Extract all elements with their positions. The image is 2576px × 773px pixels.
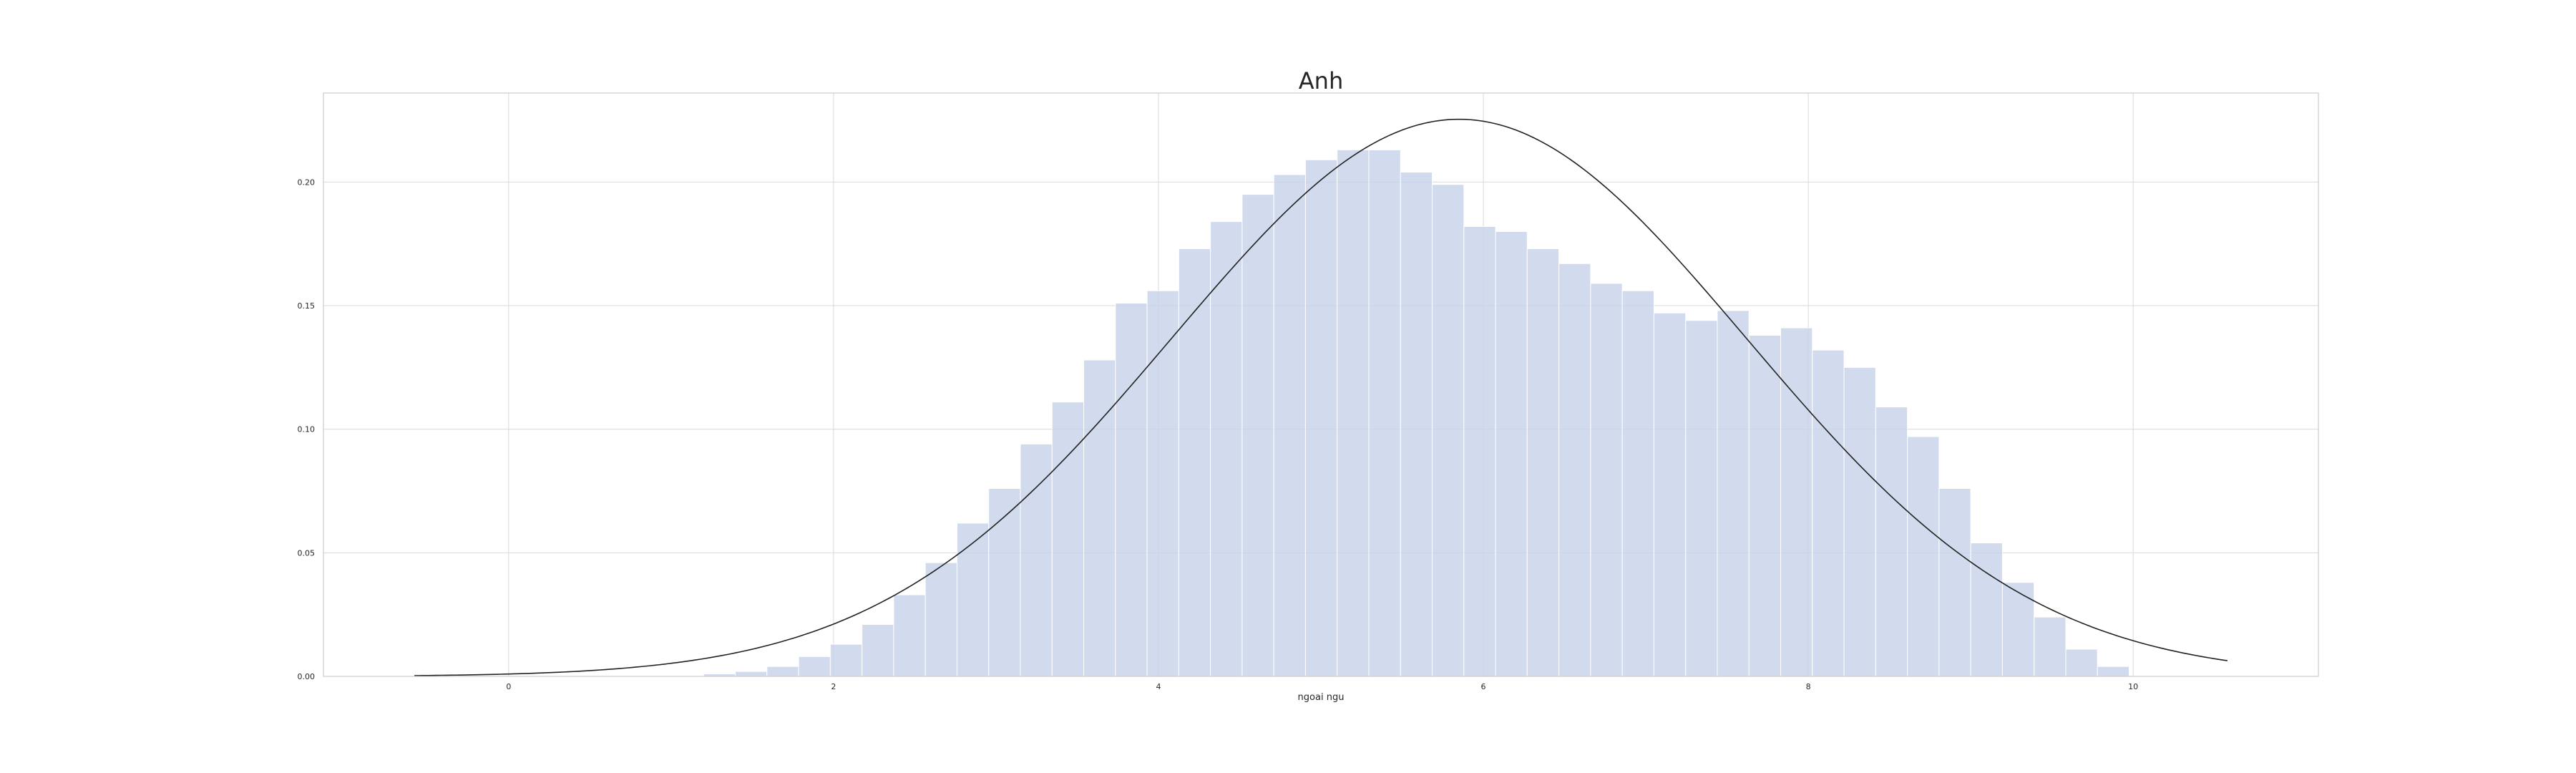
histogram-bar <box>1970 543 2003 677</box>
x-tick-labels: 0 2 4 6 8 10 <box>506 682 2138 691</box>
histogram-bar <box>1590 283 1623 677</box>
histogram-bar <box>1051 402 1085 677</box>
histogram-bar <box>1273 174 1306 677</box>
histogram-bar <box>1337 149 1370 677</box>
histogram-bar <box>1526 248 1560 677</box>
histogram-bar <box>1621 290 1654 677</box>
histogram-bar <box>1653 312 1687 677</box>
histogram-bar <box>1020 443 1053 677</box>
histogram-bar <box>1875 407 1908 677</box>
x-tick-label: 8 <box>1806 682 1811 691</box>
y-tick-labels: 0.00 0.05 0.10 0.15 0.20 <box>298 178 316 681</box>
histogram-bar <box>735 671 768 677</box>
histogram-bar <box>956 522 990 677</box>
histogram-bar <box>2034 616 2067 677</box>
histogram-bar <box>1495 230 1528 677</box>
histogram-bar <box>1717 310 1750 677</box>
histogram-bar <box>1146 290 1179 677</box>
y-tick-label: 0.00 <box>298 672 316 681</box>
histogram-bar <box>1368 149 1401 677</box>
histogram-bar <box>1400 172 1433 677</box>
density-curve <box>414 118 2228 676</box>
histogram-bar <box>1843 366 1876 677</box>
histogram-bar <box>1812 349 1845 677</box>
plot-frame <box>323 92 2319 677</box>
histogram-bar <box>1115 303 1148 677</box>
histogram-bar <box>766 666 799 677</box>
histogram-bar <box>798 656 831 677</box>
histogram-bar <box>1178 248 1211 677</box>
density-curve-line <box>414 118 2228 676</box>
x-tick-label: 6 <box>1481 682 1486 691</box>
histogram-bar <box>1938 488 1971 677</box>
y-tick-label: 0.05 <box>298 548 316 558</box>
y-tick-label: 0.15 <box>298 301 316 311</box>
histogram-bar <box>1558 263 1591 677</box>
histogram-bars <box>703 149 2130 677</box>
histogram-bar <box>1241 194 1274 677</box>
histogram-bar <box>1907 436 1940 677</box>
histogram-bar <box>862 623 894 677</box>
chart-title: Anh <box>1299 67 1343 94</box>
histogram-bar <box>1463 225 1496 677</box>
x-tick-label: 2 <box>831 682 836 691</box>
histogram-bar <box>2065 648 2098 677</box>
histogram-bar <box>1780 327 1813 677</box>
histogram-bar <box>2001 582 2035 677</box>
y-tick-label: 0.10 <box>298 425 316 434</box>
histogram-bar <box>1685 320 1718 677</box>
x-tick-label: 0 <box>506 682 511 691</box>
histogram-bar <box>1304 159 1338 677</box>
x-axis-label: ngoai ngu <box>1298 692 1345 703</box>
histogram-bar <box>1083 359 1116 677</box>
x-tick-label: 4 <box>1156 682 1161 691</box>
histogram-bar <box>924 562 957 677</box>
histogram-bar <box>2097 666 2130 677</box>
y-tick-label: 0.20 <box>298 178 316 187</box>
histogram-bar <box>1748 334 1782 677</box>
histogram-bar <box>893 594 926 677</box>
histogram-bar <box>829 643 863 677</box>
histogram-bar <box>1210 221 1243 677</box>
histogram-bar <box>1432 184 1465 677</box>
x-tick-label: 10 <box>2128 682 2138 691</box>
